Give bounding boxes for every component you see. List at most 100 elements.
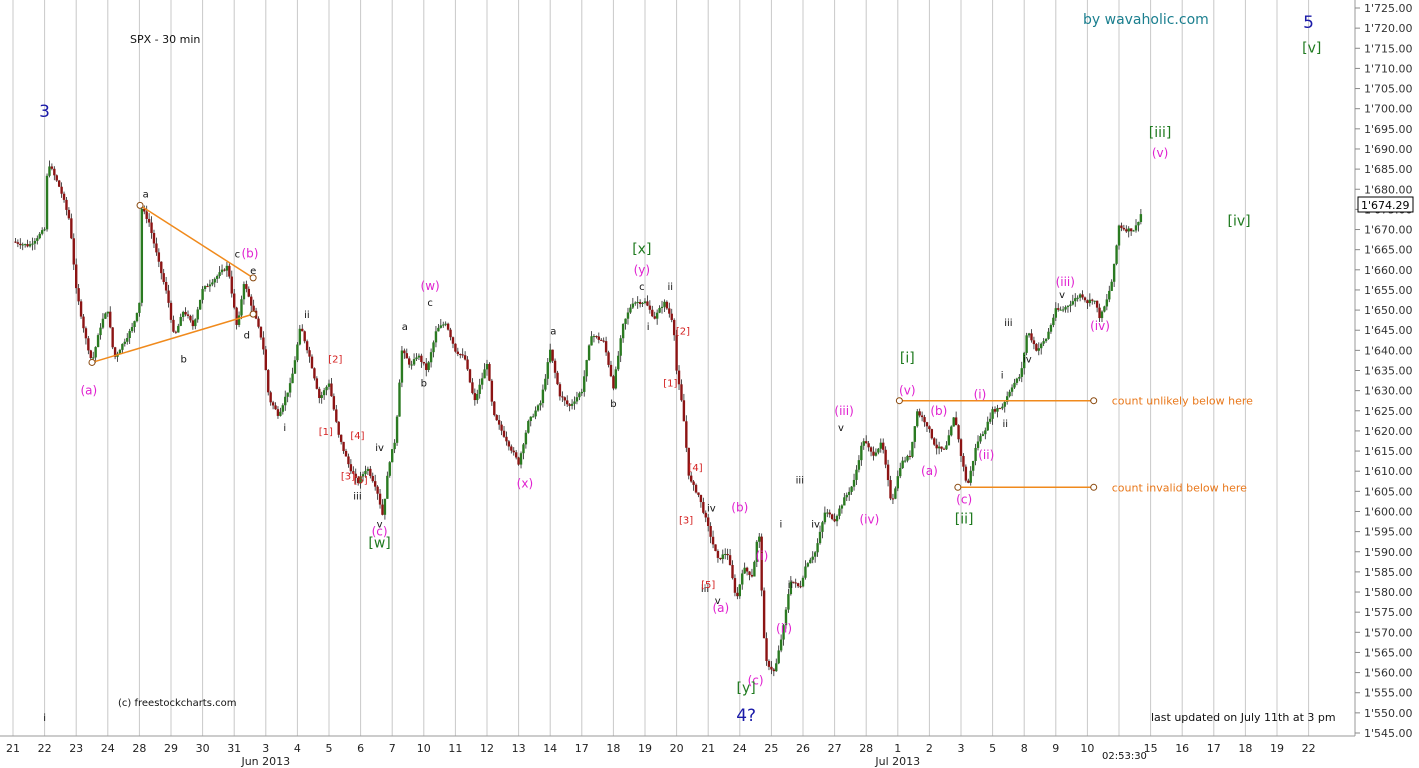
candle-down [67, 209, 71, 219]
candle-down [349, 464, 353, 472]
candle-up [181, 311, 185, 317]
candle-down [551, 349, 554, 361]
candle-down [959, 439, 963, 456]
candle-up [621, 323, 625, 339]
candle-up [126, 338, 129, 342]
candle-down [891, 498, 895, 500]
price-tick-label: 1'665.00 [1364, 244, 1413, 257]
wave-label-minor: c [427, 298, 433, 309]
candle-down [466, 359, 469, 370]
candle-down [310, 356, 314, 369]
candle-up [215, 276, 219, 279]
candle-down [638, 301, 642, 304]
candle-up [434, 331, 438, 343]
price-tick-label: 1'725.00 [1364, 2, 1413, 15]
candle-down [313, 368, 316, 379]
candle-down [264, 349, 267, 371]
candle-down [315, 378, 319, 389]
candle-down [935, 444, 938, 449]
candle-down [716, 551, 720, 558]
candle-down [1081, 294, 1084, 298]
candle-up [658, 307, 661, 313]
candle-up [847, 491, 851, 495]
candle-up [573, 401, 576, 404]
date-tick-label: 26 [796, 742, 810, 755]
candle-up [1013, 382, 1016, 388]
candle-up [194, 319, 197, 327]
candle-down [736, 592, 739, 597]
candle-down [675, 335, 678, 371]
candle-down [794, 582, 797, 584]
wave-label-minor: d [244, 330, 250, 341]
candle-up [845, 494, 848, 498]
candle-down [867, 443, 870, 448]
wave-label-minor: b [610, 399, 616, 410]
date-tick-label: 22 [1302, 742, 1316, 755]
level-label: count invalid below here [1112, 481, 1247, 494]
candle-down [1091, 299, 1094, 301]
wave-label-minuette: (a) [712, 601, 729, 615]
level-anchor [1090, 397, 1098, 405]
candle-up [787, 594, 790, 610]
price-tick-label: 1'670.00 [1364, 224, 1413, 237]
date-tick-label: 19 [1270, 742, 1284, 755]
wave-label-minor: b [180, 354, 186, 365]
candle-down [422, 361, 425, 364]
candle-up [203, 286, 207, 290]
candle-down [318, 388, 321, 398]
candle-up [534, 410, 537, 417]
candle-up [974, 447, 977, 461]
wave-label-subminuette: [5] [701, 580, 715, 591]
candle-up [950, 426, 953, 436]
wave-label-subminuette: [3] [341, 471, 355, 482]
price-tick-label: 1'695.00 [1364, 123, 1413, 136]
candle-up [1076, 297, 1079, 299]
candle-up [988, 418, 992, 422]
candle-down [269, 392, 272, 403]
candle-up [531, 416, 535, 418]
candle-down [767, 660, 771, 667]
candle-up [590, 336, 593, 346]
candle-up [1047, 331, 1050, 339]
candle-down [403, 350, 406, 354]
candle-down [677, 370, 681, 385]
candle-up [1010, 387, 1014, 392]
wave-label-minute: [x] [632, 242, 651, 258]
candle-down [342, 441, 345, 451]
candle-down [456, 351, 460, 354]
wave-label-minor: iv [811, 520, 820, 531]
candle-up [480, 378, 484, 385]
date-tick-label: 12 [480, 742, 494, 755]
candle-down [459, 353, 462, 355]
candle-up [1069, 304, 1072, 306]
candle-down [89, 350, 92, 359]
candle-up [393, 442, 396, 450]
candle-down [670, 313, 673, 320]
wave-label-minor: a [402, 322, 408, 333]
candle-up [138, 302, 141, 313]
candle-up [522, 444, 525, 454]
candle-down [500, 424, 503, 431]
candle-up [804, 566, 807, 578]
candle-down [167, 290, 170, 303]
candle-up [1025, 335, 1028, 353]
candle-up [1078, 294, 1082, 298]
date-tick-label: 22 [38, 742, 52, 755]
candle-down [597, 336, 601, 340]
candle-up [813, 552, 817, 557]
candle-up [395, 416, 399, 443]
candle-down [553, 360, 557, 373]
candle-up [33, 240, 37, 244]
candle-up [106, 311, 109, 314]
candle-down [262, 337, 265, 350]
wave-label-minor: ii [788, 580, 794, 591]
candle-up [21, 244, 24, 246]
candle-down [186, 314, 190, 316]
wave-label-minuette: (c) [956, 492, 972, 506]
candle-up [198, 299, 202, 310]
candle-down [164, 281, 168, 291]
candle-down [60, 186, 63, 194]
level-anchor [1090, 483, 1098, 491]
candle-up [1064, 307, 1067, 310]
candle-up [320, 395, 323, 398]
